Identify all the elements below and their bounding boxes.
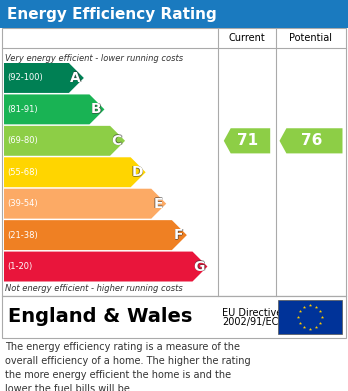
Bar bbox=[2, 28, 346, 296]
Text: C: C bbox=[111, 134, 121, 148]
Text: F: F bbox=[174, 228, 183, 242]
Text: Energy Efficiency Rating: Energy Efficiency Rating bbox=[7, 7, 217, 22]
Text: F: F bbox=[174, 228, 184, 242]
Text: 71: 71 bbox=[237, 133, 259, 148]
Text: G: G bbox=[193, 260, 204, 274]
Text: E: E bbox=[153, 196, 163, 210]
Polygon shape bbox=[4, 126, 125, 156]
Text: (1-20): (1-20) bbox=[7, 262, 32, 271]
Text: (92-100): (92-100) bbox=[7, 74, 43, 83]
Text: E: E bbox=[153, 197, 163, 211]
Text: F: F bbox=[174, 229, 183, 242]
Text: 76: 76 bbox=[301, 133, 323, 148]
Text: (21-38): (21-38) bbox=[7, 231, 38, 240]
Text: D: D bbox=[132, 165, 143, 179]
Text: B: B bbox=[91, 102, 102, 116]
Polygon shape bbox=[4, 189, 166, 219]
Polygon shape bbox=[279, 128, 342, 153]
Text: (55-68): (55-68) bbox=[7, 168, 38, 177]
Text: G: G bbox=[193, 260, 205, 274]
Text: A: A bbox=[70, 71, 80, 85]
Polygon shape bbox=[4, 157, 146, 187]
Text: 2002/91/EC: 2002/91/EC bbox=[222, 316, 278, 326]
Text: B: B bbox=[91, 103, 102, 117]
Bar bbox=[0, 0, 348, 28]
Bar bbox=[2, 296, 346, 338]
Polygon shape bbox=[4, 220, 187, 250]
Text: G: G bbox=[193, 259, 205, 273]
Text: The energy efficiency rating is a measure of the
overall efficiency of a home. T: The energy efficiency rating is a measur… bbox=[5, 342, 251, 391]
Text: EU Directive: EU Directive bbox=[222, 307, 282, 317]
Text: E: E bbox=[153, 197, 163, 211]
Text: C: C bbox=[112, 133, 122, 147]
Polygon shape bbox=[4, 251, 207, 282]
Bar bbox=[278, 300, 342, 334]
Text: A: A bbox=[71, 71, 81, 85]
Text: A: A bbox=[70, 70, 81, 84]
Text: England & Wales: England & Wales bbox=[8, 307, 192, 326]
Text: (81-91): (81-91) bbox=[7, 105, 38, 114]
Text: C: C bbox=[112, 134, 122, 148]
Text: D: D bbox=[132, 166, 143, 180]
Polygon shape bbox=[4, 63, 84, 93]
Polygon shape bbox=[224, 128, 270, 153]
Text: G: G bbox=[193, 260, 205, 274]
Text: (69-80): (69-80) bbox=[7, 136, 38, 145]
Text: D: D bbox=[132, 165, 144, 179]
Text: Not energy efficient - higher running costs: Not energy efficient - higher running co… bbox=[5, 284, 183, 293]
Text: Potential: Potential bbox=[290, 33, 332, 43]
Text: A: A bbox=[70, 72, 81, 86]
Polygon shape bbox=[4, 95, 104, 124]
Text: D: D bbox=[131, 165, 143, 179]
Text: F: F bbox=[174, 228, 183, 242]
Text: G: G bbox=[194, 260, 205, 274]
Text: B: B bbox=[91, 102, 102, 117]
Text: C: C bbox=[112, 134, 122, 148]
Text: Very energy efficient - lower running costs: Very energy efficient - lower running co… bbox=[5, 54, 183, 63]
Text: Current: Current bbox=[229, 33, 266, 43]
Text: C: C bbox=[112, 135, 122, 148]
Text: B: B bbox=[90, 102, 101, 117]
Text: A: A bbox=[70, 71, 81, 85]
Text: D: D bbox=[132, 165, 143, 179]
Text: E: E bbox=[153, 197, 162, 211]
Text: B: B bbox=[92, 102, 102, 117]
Text: F: F bbox=[173, 228, 183, 242]
Text: E: E bbox=[154, 197, 163, 211]
Text: (39-54): (39-54) bbox=[7, 199, 38, 208]
